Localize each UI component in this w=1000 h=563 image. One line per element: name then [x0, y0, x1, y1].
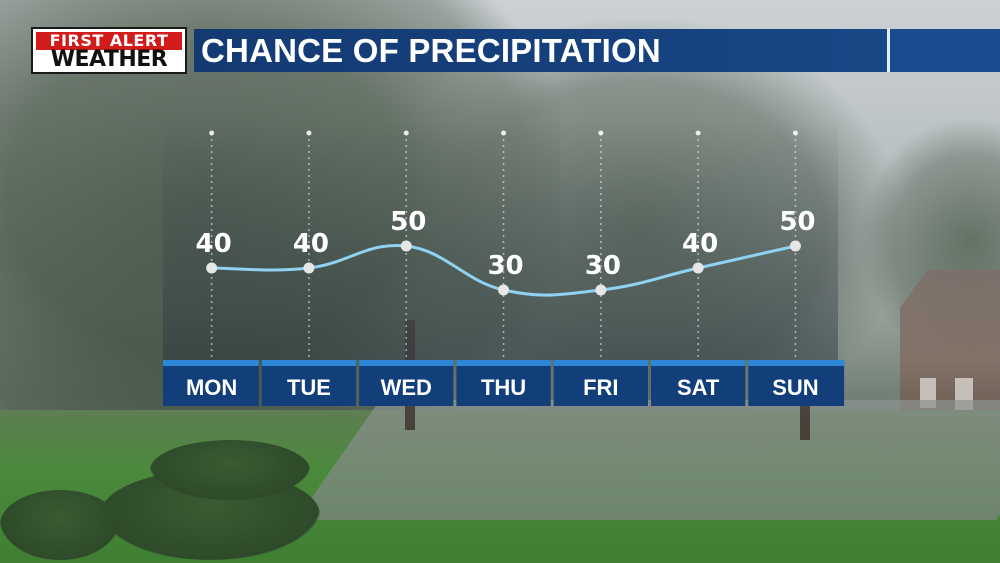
day-label-mon: MON: [186, 375, 237, 400]
value-label-tue: 40: [293, 229, 329, 259]
day-box-accent: [261, 360, 357, 366]
data-point-sat: [692, 262, 704, 274]
day-box-sun: [748, 360, 845, 406]
logo-first-alert-text: FIRST ALERT: [36, 32, 182, 50]
title-bar: [194, 29, 1000, 72]
day-label-sun: SUN: [772, 375, 818, 400]
data-point-sun: [789, 240, 801, 252]
value-label-wed: 50: [390, 207, 426, 237]
day-label-wed: WED: [381, 375, 432, 400]
data-point-mon: [206, 262, 218, 274]
grid-top-dot: [598, 130, 604, 136]
value-label-fri: 30: [585, 251, 621, 281]
first-alert-weather-logo: FIRST ALERT WEATHER: [31, 27, 187, 74]
day-box-accent: [456, 360, 551, 366]
chart-backdrop: [163, 120, 838, 360]
day-label-thu: THU: [481, 375, 526, 400]
day-box-accent: [748, 360, 845, 366]
day-label-tue: TUE: [287, 375, 331, 400]
day-box-accent: [553, 360, 648, 366]
day-box-wed: [359, 360, 454, 406]
data-point-thu: [498, 284, 510, 296]
day-label-fri: FRI: [583, 375, 618, 400]
grid-top-dot: [501, 130, 507, 136]
logo-weather-text: WEATHER: [50, 47, 168, 72]
house: [900, 270, 1000, 420]
value-label-sun: 50: [779, 207, 815, 237]
page-title: CHANCE OF PRECIPITATION: [201, 32, 661, 69]
grid-top-dot: [306, 130, 312, 136]
grid-top-dot: [209, 130, 215, 136]
day-box-mon: [163, 360, 259, 406]
day-box-accent: [163, 360, 259, 366]
day-box-fri: [553, 360, 648, 406]
data-point-wed: [400, 240, 412, 252]
day-box-accent: [359, 360, 454, 366]
tree-trunk: [800, 380, 810, 440]
value-label-sat: 40: [682, 229, 718, 259]
value-label-mon: 40: [196, 229, 232, 259]
data-point-tue: [303, 262, 315, 274]
title-bar-accent: [887, 29, 1000, 72]
value-label-thu: 30: [487, 251, 523, 281]
day-box-thu: [456, 360, 551, 406]
grid-top-dot: [695, 130, 701, 136]
bush: [0, 490, 120, 560]
day-box-accent: [651, 360, 746, 366]
day-label-sat: SAT: [677, 375, 720, 400]
day-box-tue: [261, 360, 357, 406]
grid-top-dot: [403, 130, 409, 136]
data-point-fri: [595, 284, 607, 296]
bush: [150, 440, 310, 500]
day-box-sat: [651, 360, 746, 406]
grid-top-dot: [792, 130, 798, 136]
